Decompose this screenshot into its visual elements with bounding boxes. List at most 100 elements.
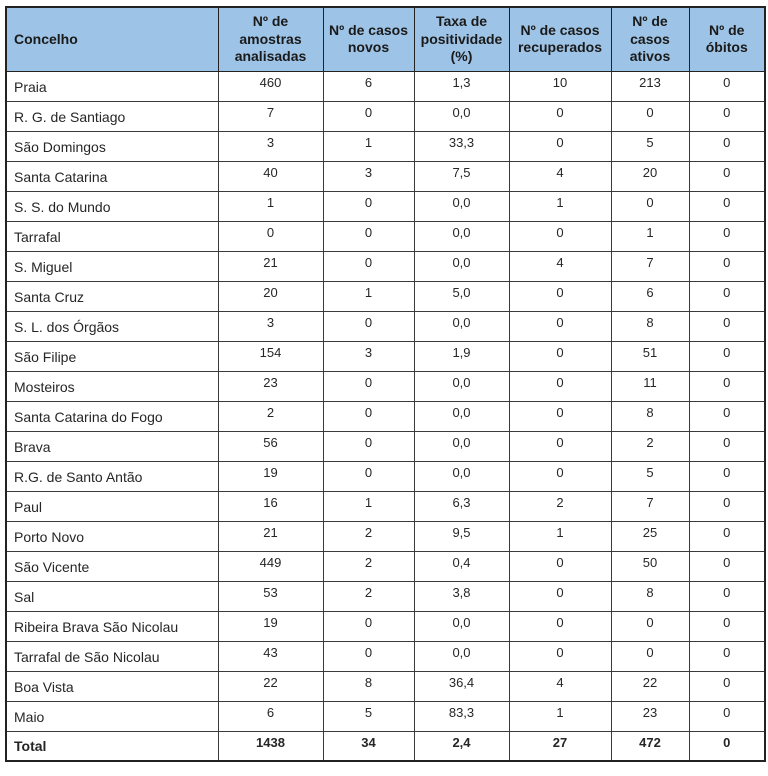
cell-value: 22 [217,670,324,702]
cell-value: 23 [610,700,690,732]
cell-value: 83,3 [413,700,510,732]
cell-value: 0 [322,430,415,462]
cell-value: 449 [217,550,324,582]
cell-value: 0 [688,70,766,102]
cell-value: 43 [217,640,324,672]
row-label-concelho: R.G. de Santo Antão [5,460,219,492]
cell-value: 0 [688,310,766,342]
cell-value: 0 [610,100,690,132]
total-label: Total [5,730,219,762]
cell-value: 1 [217,190,324,222]
cell-value: 1 [508,700,612,732]
cell-value: 0 [508,580,612,612]
row-label-concelho: Praia [5,70,219,102]
cell-value: 0 [322,310,415,342]
row-label-concelho: Brava [5,430,219,462]
cell-value: 0 [688,130,766,162]
table-row: S. Miguel 21 0 0,0 4 7 0 [5,250,766,282]
cell-value: 40 [217,160,324,192]
total-row: Total 1438 34 2,4 27 472 0 [5,730,766,762]
cell-value: 1 [508,520,612,552]
cell-value: 0 [508,280,612,312]
cell-value: 7,5 [413,160,510,192]
row-label-concelho: São Domingos [5,130,219,162]
cell-value: 0 [688,490,766,522]
cell-value: 20 [610,160,690,192]
cell-value: 4 [508,670,612,702]
cell-value: 8 [610,400,690,432]
cell-value: 8 [610,580,690,612]
cell-value: 5 [610,460,690,492]
row-label-concelho: Santa Catarina [5,160,219,192]
table-row: S. S. do Mundo 1 0 0,0 1 0 0 [5,190,766,222]
cell-value: 0,0 [413,400,510,432]
cell-value: 0 [688,580,766,612]
cell-value: 2 [610,430,690,462]
cell-value: 0 [322,100,415,132]
cell-value: 23 [217,370,324,402]
cell-value: 0 [688,370,766,402]
cell-value: 33,3 [413,130,510,162]
cell-value: 0 [688,430,766,462]
cell-value: 0 [610,610,690,642]
cell-value: 10 [508,70,612,102]
header-obitos: Nº de óbitos [688,6,766,72]
cell-value: 0 [322,400,415,432]
cell-value: 19 [217,610,324,642]
cell-value: 0 [688,610,766,642]
cell-value: 0 [322,250,415,282]
cell-value: 0 [688,250,766,282]
cell-value: 213 [610,70,690,102]
table-row: Maio 6 5 83,3 1 23 0 [5,700,766,732]
cell-value: 2 [217,400,324,432]
cell-value: 0 [322,640,415,672]
cell-value: 0 [322,370,415,402]
table-row: S. L. dos Órgãos 3 0 0,0 0 8 0 [5,310,766,342]
table-row: R.G. de Santo Antão 19 0 0,0 0 5 0 [5,460,766,492]
cell-value: 0 [508,430,612,462]
table-row: Santa Catarina do Fogo 2 0 0,0 0 8 0 [5,400,766,432]
table-row: Santa Cruz 20 1 5,0 0 6 0 [5,280,766,312]
table-row: Mosteiros 23 0 0,0 0 11 0 [5,370,766,402]
table-row: Praia 460 6 1,3 10 213 0 [5,70,766,102]
row-label-concelho: R. G. de Santiago [5,100,219,132]
cell-value: 56 [217,430,324,462]
cell-value: 7 [610,490,690,522]
cell-value: 3 [322,340,415,372]
table-row: Porto Novo 21 2 9,5 1 25 0 [5,520,766,552]
cell-value: 4 [508,160,612,192]
cell-value: 0 [508,610,612,642]
cell-value: 7 [217,100,324,132]
cell-value: 154 [217,340,324,372]
cell-value: 3 [217,130,324,162]
cell-value: 3,8 [413,580,510,612]
cell-value: 0 [688,160,766,192]
cell-value: 1 [508,190,612,222]
table-row: R. G. de Santiago 7 0 0,0 0 0 0 [5,100,766,132]
cell-value: 1,9 [413,340,510,372]
row-label-concelho: S. L. dos Órgãos [5,310,219,342]
row-label-concelho: Mosteiros [5,370,219,402]
cell-value: 0 [508,400,612,432]
cell-value: 1 [610,220,690,252]
total-amostras: 1438 [217,730,324,762]
cell-value: 16 [217,490,324,522]
cell-value: 2 [322,580,415,612]
cell-value: 0 [688,280,766,312]
cell-value: 3 [217,310,324,342]
cell-value: 20 [217,280,324,312]
cell-value: 0 [508,460,612,492]
cell-value: 53 [217,580,324,612]
table-row: Boa Vista 22 8 36,4 4 22 0 [5,670,766,702]
header-casos-novos: Nº de casos novos [322,6,415,72]
total-taxa: 2,4 [413,730,510,762]
cell-value: 0 [508,130,612,162]
cell-value: 0,0 [413,100,510,132]
cell-value: 0,0 [413,250,510,282]
cell-value: 0 [508,640,612,672]
cell-value: 0 [688,520,766,552]
cell-value: 11 [610,370,690,402]
table-footer: Total 1438 34 2,4 27 472 0 [5,730,766,762]
header-row: Concelho Nº de amostras analisadas Nº de… [5,6,766,72]
